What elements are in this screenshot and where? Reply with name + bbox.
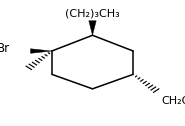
Polygon shape bbox=[31, 49, 52, 53]
Polygon shape bbox=[89, 21, 96, 35]
Text: Br: Br bbox=[0, 42, 10, 55]
Text: CH₂CH₃: CH₂CH₃ bbox=[161, 96, 185, 106]
Text: (CH₂)₃CH₃: (CH₂)₃CH₃ bbox=[65, 9, 120, 19]
